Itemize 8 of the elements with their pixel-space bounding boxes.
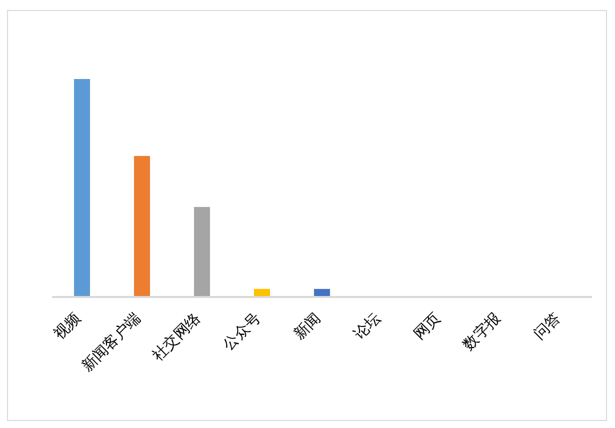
x-tick-label: 新闻 [290,309,324,344]
x-tick-label: 问答 [530,309,564,344]
x-tick-label: 网页 [410,309,444,344]
x-tick-label: 公众号 [219,309,264,354]
x-tick-label: 数字报 [459,309,504,354]
x-tick-label: 视频 [50,309,84,344]
x-tick-label: 论坛 [350,309,384,344]
x-tick-label: 社交网络 [148,309,204,364]
